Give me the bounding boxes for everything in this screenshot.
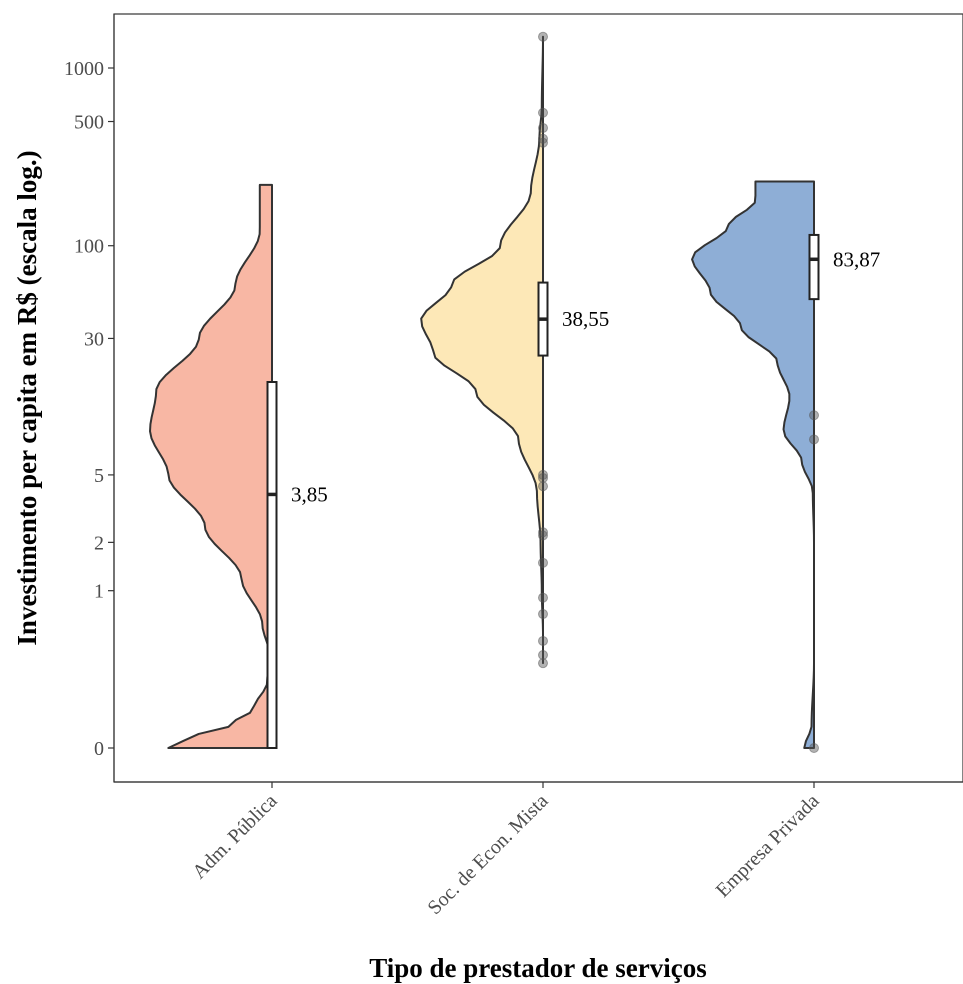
outlier-point (538, 609, 548, 620)
outlier-point (538, 472, 548, 483)
violin-half (149, 183, 273, 749)
y-tick-label: 2 (94, 532, 104, 554)
violin-half (420, 35, 544, 665)
y-axis: 0 1 2 5 30 100 500 1000 (64, 14, 115, 782)
outlier-point (538, 650, 548, 661)
outlier-point (538, 557, 548, 568)
violins-layer: 3,85 38,55 83,87 (149, 31, 880, 753)
outlier-point (538, 107, 548, 118)
y-tick-label: 1 (94, 581, 104, 603)
box (266, 381, 278, 749)
violin-half (691, 180, 815, 749)
y-axis-title: Investimento per capita em R$ (escala lo… (12, 150, 42, 645)
outlier-point (538, 530, 548, 541)
x-tick-label: Adm. Pública (188, 790, 281, 883)
median-label: 83,87 (833, 247, 880, 271)
y-tick-label: 30 (84, 328, 104, 350)
y-tick-label: 0 (94, 738, 104, 760)
outlier-point (538, 527, 548, 538)
y-tick-label: 5 (94, 465, 104, 487)
outlier-point (538, 122, 548, 133)
outlier-point (538, 592, 548, 603)
outlier-point (809, 410, 819, 421)
outlier-point (538, 481, 548, 492)
x-tick-label: Empresa Privada (712, 790, 824, 902)
outlier-point (538, 658, 548, 669)
outlier-point (538, 469, 548, 480)
y-tick-label: 100 (74, 236, 104, 258)
outlier-point (538, 31, 548, 42)
x-tick-label: Soc. de Econ. Mista (423, 790, 552, 919)
outlier-point (538, 137, 548, 148)
outlier-point (538, 635, 548, 646)
y-tick-label: 500 (74, 112, 104, 134)
outlier-point (809, 434, 819, 445)
y-tick-label: 1000 (64, 58, 104, 80)
x-axis-title: Tipo de prestador de serviços (369, 953, 707, 983)
box (808, 233, 820, 301)
outlier-point (538, 133, 548, 144)
median-label: 38,55 (562, 307, 609, 331)
x-axis: Adm. Pública Soc. de Econ. Mista Empresa P… (114, 781, 963, 919)
median-label: 3,85 (291, 482, 328, 506)
outlier-point (809, 743, 819, 753)
